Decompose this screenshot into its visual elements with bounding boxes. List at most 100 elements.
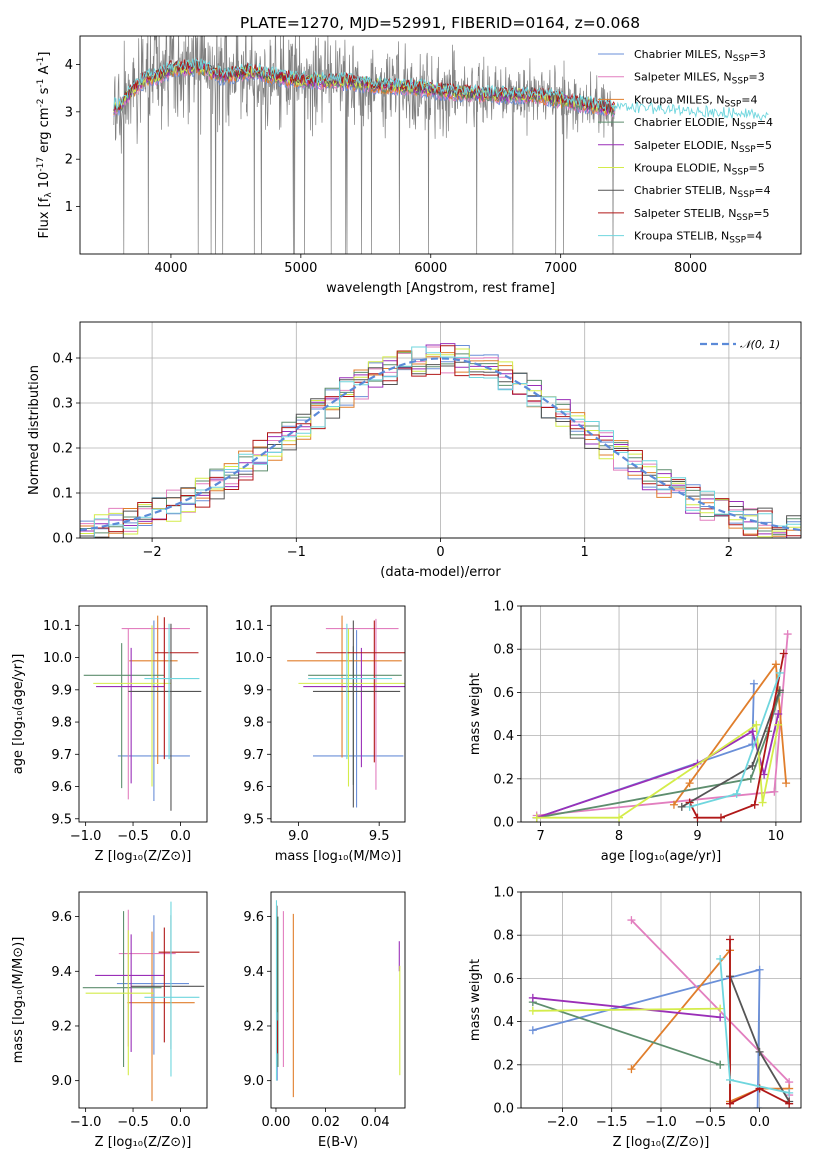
x-tick-label: −0.5 bbox=[117, 1115, 149, 1130]
legend-label: Kroupa ELODIE, NSSP=5 bbox=[634, 162, 765, 178]
spectrum-panel: 4000 5000 6000 7000 8000 1 2 3 4 wavelength [Angs… bbox=[36, 35, 802, 296]
weight-point-marker bbox=[726, 1099, 735, 1108]
axes-frame bbox=[520, 605, 802, 823]
weight-point-marker bbox=[669, 800, 678, 809]
y-tick-label: 9.7 bbox=[51, 748, 72, 763]
axes-frame bbox=[79, 321, 802, 539]
weight-point-marker bbox=[758, 798, 767, 807]
weight-point-marker bbox=[693, 813, 702, 822]
y-tick-label: 0.6 bbox=[493, 972, 514, 987]
x-tick-label: 0.0 bbox=[170, 829, 191, 844]
x-tick-label: 1 bbox=[581, 545, 589, 560]
weight-point-marker bbox=[771, 660, 780, 669]
x-tick-label: −2 bbox=[143, 545, 162, 560]
observed-spectrum-line bbox=[113, 36, 616, 254]
axes-frame bbox=[270, 891, 406, 1109]
x-tick-label: 5000 bbox=[284, 261, 317, 276]
y-tick-label: 9.0 bbox=[51, 1074, 72, 1089]
weight-series-line bbox=[673, 661, 787, 806]
axes-frame bbox=[78, 605, 208, 823]
weight-point-marker bbox=[732, 789, 741, 798]
weight-point-marker bbox=[774, 710, 783, 718]
y-tick-label: 0.3 bbox=[52, 397, 73, 412]
mass-vs-ebv-panel: 0.00 0.02 0.04 9.0 9.2 9.4 9.6 E(B-V) bbox=[243, 891, 406, 1150]
weight-point-marker bbox=[779, 649, 788, 658]
legend-label: Chabrier STELIB, NSSP=4 bbox=[634, 184, 771, 200]
legend-label: Chabrier ELODIE, NSSP=4 bbox=[634, 116, 773, 132]
x-axis-label: E(B-V) bbox=[318, 1135, 358, 1150]
x-tick-label: 8000 bbox=[674, 261, 707, 276]
y-tick-label: 9.8 bbox=[51, 716, 72, 731]
spectrum-lines bbox=[113, 36, 769, 254]
error-bars bbox=[82, 901, 205, 1102]
y-tick-label: 9.6 bbox=[243, 780, 264, 795]
weight-vs-age-panel: 7 8 9 10 0.0 0.2 0.4 0.6 0.8 1.0 age [log₁₀(age/yr… bbox=[468, 600, 802, 864]
weight-point-marker bbox=[752, 720, 761, 729]
histogram-step-line bbox=[80, 346, 801, 538]
weight-series-line bbox=[532, 996, 721, 1019]
weight-point-marker bbox=[528, 1006, 537, 1015]
weight-series-line bbox=[729, 939, 790, 1106]
y-tick-label: 0.2 bbox=[52, 442, 73, 457]
weight-point-marker bbox=[685, 779, 694, 788]
weight-series-line bbox=[532, 1001, 721, 1066]
y-tick-label: 9.5 bbox=[243, 812, 264, 827]
axes-frame bbox=[79, 35, 802, 255]
weight-point-marker bbox=[677, 802, 686, 811]
mass-vs-metallicity-panel: −1.0 −0.5 0.0 9.0 9.2 9.4 9.6 Z [log₁₀(Z/Z⊙)] ma… bbox=[11, 891, 208, 1150]
x-tick-label: 0.00 bbox=[261, 1115, 290, 1130]
y-tick-label: 0.8 bbox=[493, 929, 514, 944]
y-tick-label: 0.6 bbox=[493, 686, 514, 701]
weight-point-marker bbox=[750, 800, 759, 809]
legend-label: Kroupa MILES, NSSP=4 bbox=[634, 93, 758, 109]
y-axis-label: age [log₁₀(age/yr)] bbox=[11, 654, 26, 775]
x-tick-label: 6000 bbox=[414, 261, 447, 276]
x-tick-label: 0.0 bbox=[170, 1115, 191, 1130]
histogram-step-line bbox=[80, 346, 801, 538]
y-axis-label: mass [log₁₀(M/M⊙)] bbox=[11, 937, 26, 1064]
figure-title: PLATE=1270, MJD=52991, FIBERID=0164, z=0… bbox=[240, 14, 640, 32]
weight-series-line bbox=[532, 1007, 721, 1012]
x-tick-label: 9 bbox=[693, 829, 701, 844]
y-tick-label: 9.9 bbox=[51, 683, 72, 698]
error-bars bbox=[83, 615, 202, 811]
weight-point-marker bbox=[774, 720, 783, 729]
y-tick-label: 9.9 bbox=[243, 683, 264, 698]
weight-series-line bbox=[536, 692, 781, 819]
y-tick-label: 2 bbox=[65, 153, 73, 168]
model-spectrum-line bbox=[113, 59, 615, 114]
weight-point-marker bbox=[746, 774, 755, 783]
weight-point-marker bbox=[755, 965, 764, 974]
x-tick-label: 9.5 bbox=[369, 829, 390, 844]
x-tick-label: 4000 bbox=[154, 261, 187, 276]
y-axis-label: Normed distribution bbox=[27, 365, 42, 495]
legend-label: Salpeter STELIB, NSSP=5 bbox=[634, 207, 770, 223]
x-tick-label: 7000 bbox=[544, 261, 577, 276]
y-tick-label: 0.1 bbox=[52, 487, 73, 502]
weight-point-marker bbox=[627, 916, 636, 925]
weight-point-marker bbox=[753, 1104, 762, 1108]
y-tick-label: 9.6 bbox=[51, 780, 72, 795]
y-tick-label: 9.2 bbox=[243, 1019, 264, 1034]
legend-label: Salpeter MILES, NSSP=3 bbox=[634, 71, 765, 87]
weight-point-marker bbox=[528, 1026, 537, 1035]
weight-point-marker bbox=[717, 813, 725, 822]
y-tick-label: 1.0 bbox=[493, 886, 514, 901]
x-tick-label: −1.0 bbox=[70, 1115, 102, 1130]
model-spectrum-line bbox=[113, 56, 769, 122]
weight-point-marker bbox=[748, 727, 757, 736]
y-tick-label: 9.4 bbox=[243, 965, 264, 980]
x-tick-label: 0.0 bbox=[749, 1115, 770, 1130]
error-bars bbox=[287, 615, 405, 808]
y-axis-label: Flux [fλ 10-17 erg cm-2 s-1 A-1] bbox=[36, 52, 54, 239]
x-tick-label: 7 bbox=[536, 829, 544, 844]
x-tick-label: 0.04 bbox=[361, 1115, 390, 1130]
y-tick-label: 10.0 bbox=[235, 651, 264, 666]
x-axis-label: Z [log₁₀(Z/Z⊙)] bbox=[95, 1135, 192, 1150]
y-tick-label: 1.0 bbox=[493, 600, 514, 615]
legend-label: Chabrier MILES, NSSP=3 bbox=[634, 48, 766, 64]
y-tick-label: 9.0 bbox=[243, 1074, 264, 1089]
normal-curve-line bbox=[80, 357, 801, 532]
y-tick-label: 9.5 bbox=[51, 812, 72, 827]
y-tick-label: 9.6 bbox=[243, 910, 264, 925]
